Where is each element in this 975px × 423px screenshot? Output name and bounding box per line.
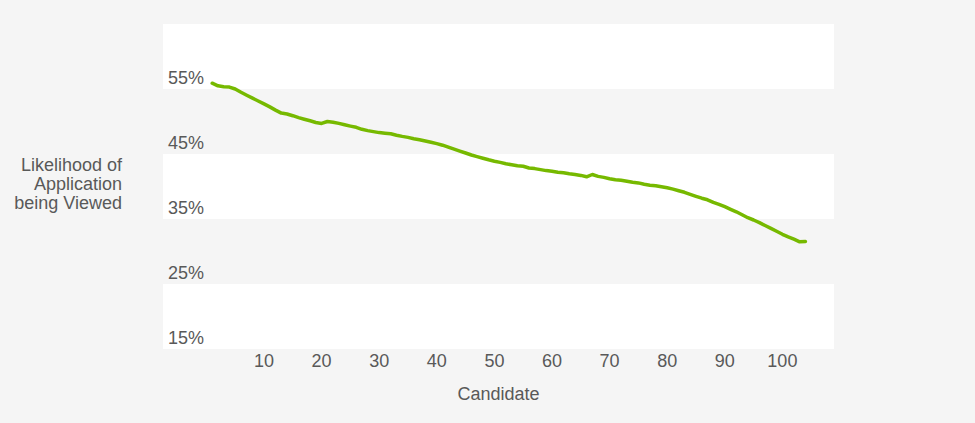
plot-band-white xyxy=(163,24,834,89)
y-tick-label: 45% xyxy=(124,132,204,154)
y-axis-title: Likelihood of Application being Viewed xyxy=(0,156,122,213)
y-tick-label: 55% xyxy=(124,67,204,89)
x-tick-label: 40 xyxy=(407,352,467,371)
plot-bands xyxy=(163,24,834,349)
y-tick-label: 35% xyxy=(124,197,204,219)
y-tick-label: 15% xyxy=(124,327,204,349)
x-tick-label: 90 xyxy=(695,352,755,371)
x-tick-label: 80 xyxy=(637,352,697,371)
x-tick-label: 70 xyxy=(580,352,640,371)
y-tick-label: 25% xyxy=(124,262,204,284)
plot-band-white xyxy=(163,284,834,349)
x-tick-label: 60 xyxy=(522,352,582,371)
x-tick-label: 10 xyxy=(234,352,294,371)
x-tick-label: 30 xyxy=(349,352,409,371)
line-chart: 55% 45% 35% 25% 15% 102030405060708090100 Li… xyxy=(0,0,975,423)
x-tick-label: 20 xyxy=(292,352,352,371)
x-tick-label: 50 xyxy=(464,352,524,371)
x-axis-title: Candidate xyxy=(163,384,834,404)
x-tick-label: 100 xyxy=(752,352,812,371)
